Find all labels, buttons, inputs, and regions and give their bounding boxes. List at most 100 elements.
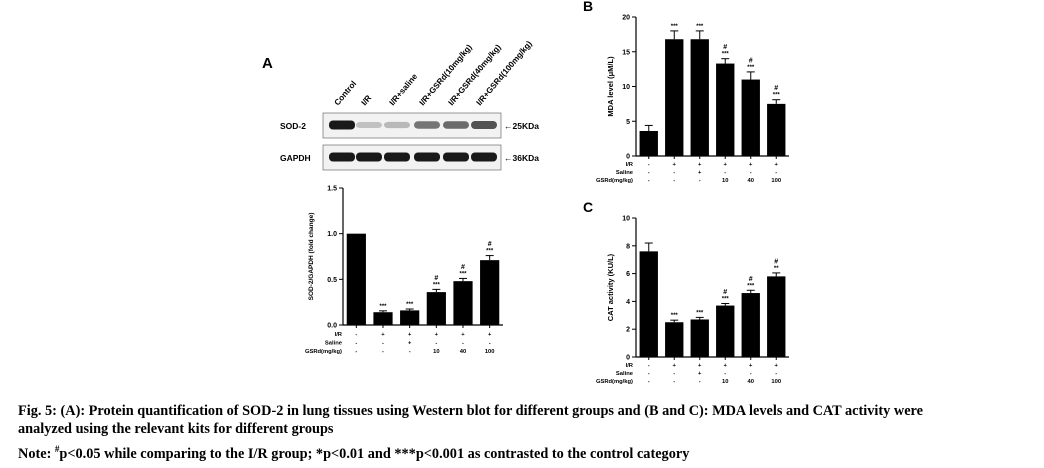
blot-band xyxy=(329,152,355,162)
table-cell: 10 xyxy=(433,349,439,355)
y-tick-label: 0 xyxy=(626,154,630,161)
table-cell: + xyxy=(724,363,728,369)
table-row-label: GSRd(mg/kg) xyxy=(596,178,633,184)
bar xyxy=(453,281,473,325)
significance-label: # xyxy=(723,289,727,296)
significance-label: # xyxy=(774,85,778,92)
western-blot: A Control I/R I/R+salineI/R+GSRd(10mg/kg)I/… xyxy=(262,39,539,171)
y-axis-label: SOD-2/GAPDH (fold change) xyxy=(308,213,315,301)
table-cell: + xyxy=(408,332,412,338)
table-cell: - xyxy=(673,170,675,176)
table-cell: - xyxy=(724,170,726,176)
caption-line-2: analyzed using the relevant kits for dif… xyxy=(18,421,334,437)
significance-label: # xyxy=(749,57,753,64)
caption-note: Note: #p<0.05 while comparing to the I/R… xyxy=(18,440,689,463)
blot-row-label: GAPDH xyxy=(280,153,311,163)
y-tick-label: 10 xyxy=(622,216,630,223)
significance-label: # xyxy=(461,264,465,271)
table-cell: + xyxy=(775,363,779,369)
table-cell: - xyxy=(750,170,752,176)
significance-label: # xyxy=(434,275,438,282)
blot-band xyxy=(443,121,469,129)
panel-label-b: B xyxy=(583,0,593,14)
table-cell: 40 xyxy=(748,379,754,385)
significance-label: *** xyxy=(486,249,494,255)
table-cell: - xyxy=(648,363,650,369)
table-cell: - xyxy=(355,341,357,347)
table-cell: + xyxy=(749,162,753,168)
table-cell: + xyxy=(698,371,702,377)
table-cell: - xyxy=(382,349,384,355)
blot-band xyxy=(471,121,497,129)
table-row-label: Saline xyxy=(616,170,634,176)
blot-band xyxy=(443,152,469,162)
y-tick-label: 4 xyxy=(626,299,630,306)
significance-label: *** xyxy=(671,24,679,30)
significance-label: *** xyxy=(433,282,441,288)
blot-band xyxy=(414,121,440,129)
significance-label: *** xyxy=(722,296,730,302)
significance-label: ** xyxy=(774,266,779,272)
table-cell: 100 xyxy=(771,178,781,184)
table-cell: - xyxy=(648,371,650,377)
y-tick-label: 2 xyxy=(626,327,630,334)
bar xyxy=(665,322,684,357)
table-cell: 40 xyxy=(748,178,754,184)
caption-line-1: Fig. 5: (A): Protein quantification of S… xyxy=(18,403,923,419)
table-cell: + xyxy=(673,162,677,168)
bar xyxy=(400,310,420,325)
y-axis-label: CAT activity (KU/L) xyxy=(606,253,615,321)
table-cell: - xyxy=(673,379,675,385)
significance-label: # xyxy=(749,276,753,283)
table-cell: + xyxy=(673,363,677,369)
blot-lane-label: Control xyxy=(333,79,359,107)
bar xyxy=(373,312,393,325)
table-cell: 10 xyxy=(722,379,728,385)
table-cell: 10 xyxy=(722,178,728,184)
table-cell: - xyxy=(648,162,650,168)
table-cell: + xyxy=(381,332,385,338)
table-row-label: I/R xyxy=(626,363,634,369)
blot-band xyxy=(384,121,410,129)
bar xyxy=(741,293,760,357)
bar xyxy=(480,260,500,325)
table-cell: - xyxy=(648,170,650,176)
blot-lane-label: I/R+GSRd(10mg/kg) xyxy=(418,43,474,108)
table-cell: + xyxy=(749,363,753,369)
y-tick-label: 20 xyxy=(622,15,630,22)
caption-note-text: p<0.05 while comparing to the I/R group;… xyxy=(59,445,690,462)
blot-row-label: SOD-2 xyxy=(280,121,306,131)
table-cell: - xyxy=(673,371,675,377)
bar xyxy=(426,292,446,325)
y-axis-label: MDA level (μM/L) xyxy=(606,56,615,117)
significance-label: *** xyxy=(459,271,467,277)
table-row-label: I/R xyxy=(626,162,634,168)
table-cell: 100 xyxy=(771,379,781,385)
y-tick-label: 1.5 xyxy=(327,186,337,193)
significance-label: *** xyxy=(696,24,704,30)
blot-band xyxy=(356,152,382,162)
table-cell: - xyxy=(750,371,752,377)
table-cell: + xyxy=(461,332,465,338)
y-tick-label: 0.0 xyxy=(327,323,337,330)
table-cell: - xyxy=(699,178,701,184)
table-cell: - xyxy=(775,371,777,377)
table-cell: + xyxy=(775,162,779,168)
table-cell: - xyxy=(489,341,491,347)
blot-band xyxy=(471,152,497,162)
table-cell: - xyxy=(462,341,464,347)
blot-marker: ←36KDa xyxy=(504,153,539,163)
bar xyxy=(690,319,709,357)
table-cell: + xyxy=(408,341,412,347)
blot-lane-label: I/R xyxy=(360,93,374,107)
table-cell: 100 xyxy=(485,349,495,355)
table-cell: - xyxy=(699,379,701,385)
blot-band xyxy=(414,152,440,162)
table-cell: + xyxy=(724,162,728,168)
bar xyxy=(690,39,709,156)
bar xyxy=(716,63,735,156)
bar xyxy=(767,276,786,357)
